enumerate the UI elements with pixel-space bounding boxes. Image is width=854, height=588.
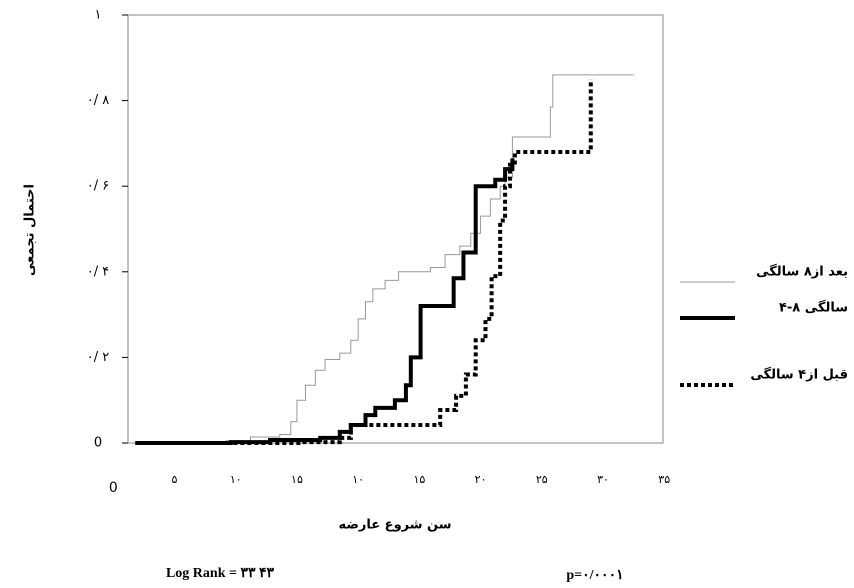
x-tick-label: ۳۵ xyxy=(658,473,670,486)
x-tick-label: ۱۵ xyxy=(291,473,303,486)
plot-frame xyxy=(127,14,664,444)
x-tick-label: ۱۵ xyxy=(413,473,425,486)
y-tick-label: ۰/ ۶ xyxy=(87,179,109,194)
step-line xyxy=(135,74,634,444)
x-tick-label: 0 xyxy=(109,480,118,496)
y-tick-label: ۱ xyxy=(95,8,102,23)
y-tick-label: ۰/ ۸ xyxy=(87,93,109,108)
y-tick-label: 0 xyxy=(94,436,102,451)
y-tick-label: ۰/ ۴ xyxy=(87,264,109,279)
legend-label: ۴-۸ سالگی xyxy=(779,300,848,316)
y-axis-label: احتمال تجمعی xyxy=(23,184,38,276)
annotation: p=۰/۰۰۰۱ xyxy=(566,568,623,583)
legend-label: بعد از۸ سالگی xyxy=(756,264,848,280)
x-tick-label: ۲۵ xyxy=(536,473,548,486)
x-tick-label: ۵ xyxy=(172,473,178,486)
legend-label: قبل از۴ سالگی xyxy=(750,367,848,383)
step-line xyxy=(135,158,515,445)
x-axis-label: سن شروع عارضه xyxy=(338,518,451,533)
y-tick-label: ۰/ ۲ xyxy=(87,350,109,365)
annotation: Log Rank = ۳۳ ۴۳ xyxy=(166,566,275,581)
x-tick-label: ۱۰ xyxy=(230,473,242,486)
x-tick-label: ۱۰ xyxy=(352,473,364,486)
step-line xyxy=(135,79,593,445)
x-tick-label: ۳۰ xyxy=(597,473,609,486)
x-tick-label: ۲۰ xyxy=(475,473,487,486)
